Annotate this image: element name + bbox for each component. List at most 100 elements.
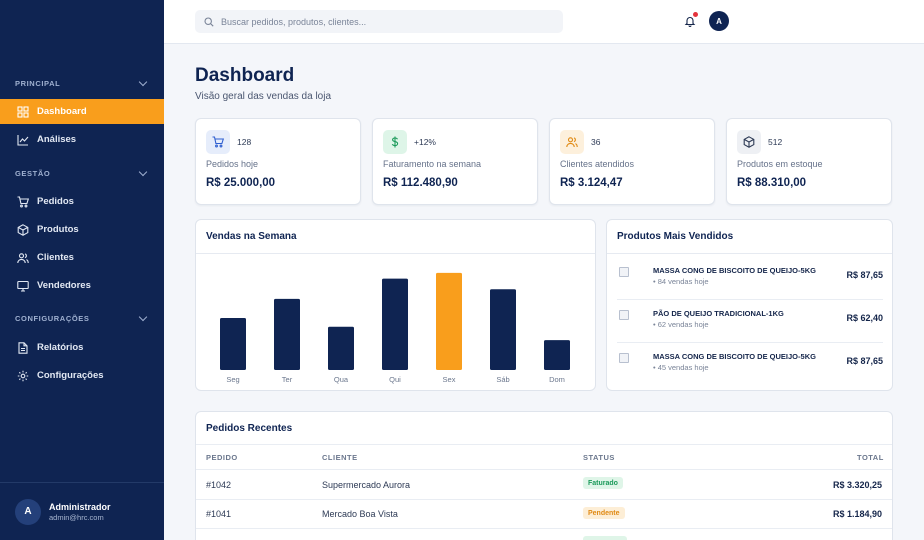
search-icon: [204, 16, 214, 27]
bell-icon[interactable]: [684, 15, 696, 27]
stat-icon-box: [737, 130, 761, 154]
cart-icon: [212, 136, 224, 148]
stat-badge: 128: [237, 137, 252, 147]
product-image-icon: [619, 267, 629, 277]
order-total: R$ 1.184,90: [832, 509, 882, 519]
recent-orders-panel: Pedidos Recentes: [195, 411, 893, 540]
divider: [196, 444, 892, 445]
list-item[interactable]: MASSA CONG DE BISCOITO DE QUEIJO-5KG • 4…: [617, 344, 883, 386]
sidebar-item-pedidos[interactable]: Pedidos: [0, 189, 164, 214]
sidebar-item-configuracoes[interactable]: Configurações: [0, 363, 164, 388]
stat-icon-box: [206, 130, 230, 154]
sidebar-item-label: Vendedores: [37, 280, 91, 291]
product-price: R$ 62,40: [846, 313, 883, 323]
bar-dom: [544, 340, 570, 370]
sales-bar-chart: Seg Ter Qua Qui Sex Sáb Dom: [220, 272, 570, 384]
top-products-panel: Produtos Mais Vendidos MASSA CONG DE BIS…: [606, 219, 893, 391]
topbar: [164, 0, 924, 44]
stat-label: Clientes atendidos: [560, 159, 635, 169]
stat-label: Faturamento na semana: [383, 159, 482, 169]
stat-badge: 36: [591, 137, 601, 147]
stat-value: R$ 3.124,47: [560, 177, 623, 189]
x-tick-label: Ter: [282, 375, 293, 384]
panel-title: Vendas na Semana: [206, 231, 297, 242]
gear-icon: [17, 370, 29, 381]
sidebar-item-label: Configurações: [37, 370, 104, 381]
search-input[interactable]: [221, 16, 551, 27]
x-tick-label: Sáb: [496, 375, 509, 384]
stat-card-produtos: 512 Produtos em estoque R$ 88.310,00: [726, 118, 892, 205]
section-gestao[interactable]: GESTÃO: [0, 165, 164, 181]
product-image-icon: [619, 353, 629, 363]
user-name: Administrador: [49, 501, 111, 512]
order-client: Supermercado Aurora: [322, 480, 411, 490]
sidebar-item-analises[interactable]: Análises: [0, 127, 164, 152]
product-price: R$ 87,65: [846, 356, 883, 366]
divider: [196, 499, 892, 500]
sidebar-item-label: Clientes: [37, 252, 74, 263]
stat-badge: +12%: [414, 137, 436, 147]
list-item[interactable]: MASSA CONG DE BISCOITO DE QUEIJO-5KG • 8…: [617, 258, 883, 300]
stat-card-clientes: 36 Clientes atendidos R$ 3.124,47: [549, 118, 715, 205]
list-item[interactable]: PÃO DE QUEIJO TRADICIONAL-1KG • 62 venda…: [617, 301, 883, 343]
column-header-status: STATUS: [583, 453, 615, 462]
stat-value: R$ 112.480,90: [383, 177, 458, 189]
users-icon: [17, 252, 29, 263]
sales-chart-panel: Vendas na Semana Seg Ter Qua Qui Sex Sáb Dom: [195, 219, 596, 391]
product-sales: • 62 vendas hoje: [653, 320, 709, 329]
section-principal[interactable]: PRINCIPAL: [0, 75, 164, 91]
dollar-icon: [391, 136, 399, 148]
status-badge: Pendente: [583, 507, 625, 519]
product-name: MASSA CONG DE BISCOITO DE QUEIJO-5KG: [653, 352, 816, 361]
box-icon: [743, 136, 755, 148]
user-profile[interactable]: A Administrador admin@hrc.com: [0, 482, 164, 540]
page-subtitle: Visão geral das vendas da loja: [195, 91, 332, 102]
users-icon: [566, 137, 578, 148]
sidebar-item-relatorios[interactable]: Relatórios: [0, 335, 164, 360]
divider: [607, 253, 892, 254]
chevron-down-icon: [138, 77, 148, 86]
sidebar-item-produtos[interactable]: Produtos: [0, 217, 164, 242]
column-header-cliente: CLIENTE: [322, 453, 358, 462]
avatar[interactable]: A: [709, 11, 729, 31]
bar-qui: [382, 278, 408, 370]
stat-icon-box: [383, 130, 407, 154]
grid-icon: [17, 105, 29, 118]
box-icon: [17, 223, 29, 236]
file-icon: [18, 341, 28, 354]
bar-sex: [436, 272, 462, 370]
sidebar-item-clientes[interactable]: Clientes: [0, 245, 164, 270]
order-total: R$ 3.320,25: [832, 480, 882, 490]
notification-dot: [693, 12, 698, 17]
divider: [196, 469, 892, 470]
section-title: GESTÃO: [15, 168, 51, 178]
stat-card-pedidos: 128 Pedidos hoje R$ 25.000,00: [195, 118, 361, 205]
cart-icon: [17, 195, 29, 207]
column-header-total: TOTAL: [857, 453, 884, 462]
chart-line-icon: [17, 134, 29, 146]
panel-title: Pedidos Recentes: [206, 423, 293, 434]
section-configuracoes[interactable]: CONFIGURAÇÕES: [0, 310, 164, 326]
sidebar-item-label: Pedidos: [37, 196, 74, 207]
bar-qua: [328, 326, 354, 370]
stat-card-faturamento: +12% Faturamento na semana R$ 112.480,90: [372, 118, 538, 205]
divider: [196, 528, 892, 529]
sidebar-item-vendedores[interactable]: Vendedores: [0, 273, 164, 298]
user-email: admin@hrc.com: [49, 512, 104, 522]
panel-title: Produtos Mais Vendidos: [617, 231, 734, 242]
stat-label: Pedidos hoje: [206, 159, 259, 169]
search-box[interactable]: [195, 10, 563, 33]
section-title: PRINCIPAL: [15, 78, 61, 88]
sidebar-item-label: Análises: [37, 134, 77, 145]
order-id: #1042: [206, 480, 232, 490]
sidebar: PRINCIPAL Dashboard Análises GESTÃO Pedi…: [0, 0, 164, 540]
stat-icon-box: [560, 130, 584, 154]
x-tick-label: Sex: [443, 375, 456, 384]
x-tick-label: Dom: [549, 375, 565, 384]
stat-badge: 512: [768, 137, 783, 147]
sidebar-item-dashboard[interactable]: Dashboard: [0, 99, 164, 124]
x-tick-label: Qua: [334, 375, 349, 384]
sidebar-item-label: Produtos: [37, 224, 79, 235]
column-header-pedido: PEDIDO: [206, 453, 238, 462]
sidebar-item-label: Relatórios: [37, 342, 84, 353]
